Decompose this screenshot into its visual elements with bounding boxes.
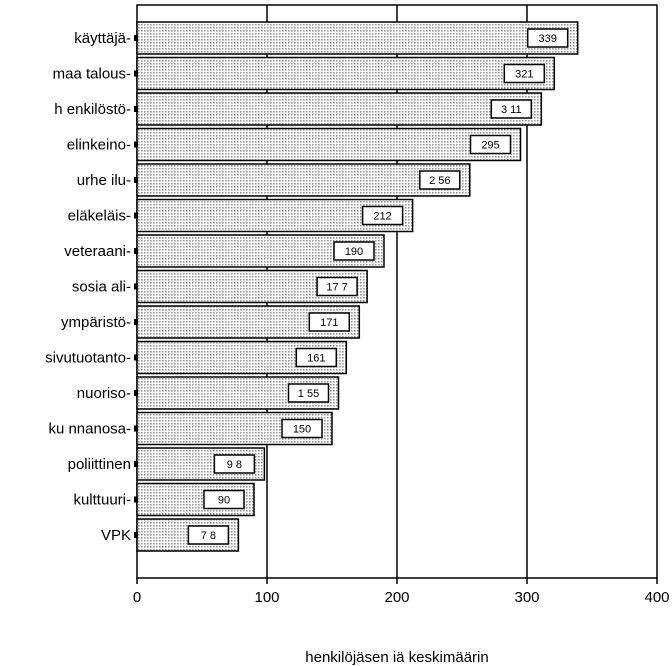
- x-tick-label: 400: [644, 589, 669, 606]
- category-label: veteraani-: [64, 243, 131, 260]
- value-label: 2 56: [429, 175, 450, 187]
- value-label-box: [361, 205, 404, 226]
- bar: [136, 163, 471, 197]
- bars: käyttäjä- 339 maa talous- 321 h enkilöstö- 3 …: [45, 21, 579, 552]
- value-label-box: [316, 276, 358, 297]
- value-label-box: [187, 525, 230, 545]
- category-tick: [134, 283, 138, 290]
- category-label: kulttuuri-: [73, 492, 131, 509]
- value-label: 150: [293, 424, 311, 436]
- value-label: 339: [539, 33, 557, 45]
- bar: [136, 56, 556, 91]
- x-tick-label: 100: [254, 589, 279, 606]
- value-label: 1 55: [298, 388, 319, 400]
- category-tick: [134, 106, 138, 112]
- category-label: sosia ali-: [72, 279, 131, 296]
- category-label: ympäristö-: [61, 314, 131, 331]
- value-label: 190: [345, 246, 363, 258]
- category-tick: [134, 177, 138, 183]
- category-label: VPK: [101, 527, 131, 544]
- value-label-box: [490, 99, 533, 119]
- bar: [136, 92, 543, 126]
- value-label: 321: [515, 69, 533, 81]
- category-tick: [134, 35, 138, 41]
- bar: [136, 21, 579, 55]
- value-label-box: [469, 134, 512, 155]
- category-tick: [134, 70, 138, 77]
- category-tick: [134, 319, 138, 325]
- value-label-box: [213, 454, 256, 474]
- value-label-box: [203, 489, 245, 510]
- value-label: 90: [218, 495, 230, 507]
- bar: [136, 127, 522, 162]
- value-label: 171: [320, 317, 338, 329]
- value-label-box: [287, 383, 330, 403]
- value-label-box: [419, 170, 461, 190]
- category-tick: [134, 425, 138, 432]
- category-tick: [134, 248, 138, 254]
- x-axis: 0 100 200 300 400: [133, 578, 670, 606]
- x-tick-label: 0: [133, 589, 141, 606]
- category-label: poliittinen: [68, 456, 131, 473]
- category-label: elinkeino-: [67, 137, 131, 154]
- category-label: sivutuotanto-: [45, 350, 131, 367]
- value-label: 295: [481, 140, 499, 152]
- value-label: 7 8: [201, 530, 216, 542]
- x-tick-label: 200: [384, 589, 409, 606]
- category-label: maa talous-: [53, 66, 131, 83]
- x-axis-title: henkilöjäsen iä keskimäärin: [305, 649, 488, 666]
- value-label: 212: [373, 211, 391, 223]
- category-label: ku nnanosa-: [48, 421, 131, 438]
- value-label: 161: [307, 353, 325, 365]
- category-label: eläkeläis-: [68, 208, 131, 225]
- bar: [136, 234, 385, 268]
- value-label: 9 8: [227, 459, 242, 471]
- value-label-box: [308, 312, 351, 332]
- value-label-box: [295, 347, 338, 368]
- category-tick: [134, 354, 138, 361]
- category-label: h enkilöstö-: [54, 101, 131, 118]
- category-tick: [134, 212, 138, 219]
- category-tick: [134, 532, 138, 538]
- category-tick: [134, 461, 138, 467]
- category-label: käyttäjä-: [74, 30, 131, 47]
- category-tick: [134, 141, 138, 148]
- value-label-box: [526, 28, 569, 48]
- category-label: urhe ilu-: [77, 172, 131, 189]
- value-label: 17 7: [326, 282, 347, 294]
- value-label-box: [503, 63, 546, 84]
- value-label-box: [281, 418, 323, 439]
- value-label-box: [333, 241, 375, 261]
- category-label: nuoriso-: [77, 385, 131, 402]
- value-label: 3 11: [501, 104, 522, 116]
- x-tick-label: 300: [514, 589, 539, 606]
- category-tick: [134, 390, 138, 396]
- category-tick: [134, 496, 138, 503]
